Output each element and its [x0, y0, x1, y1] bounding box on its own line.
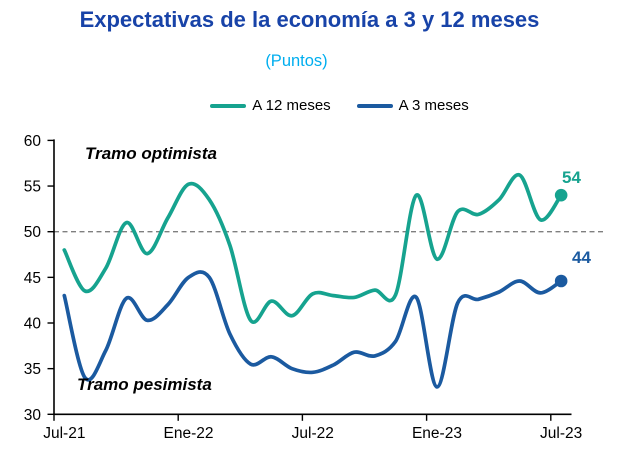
- end-point-marker-3m: [554, 274, 568, 288]
- legend-item-12m: A 12 meses: [210, 97, 331, 114]
- x-axis-tick-label: Ene-23: [412, 425, 462, 442]
- x-axis-tick-label: Ene-22: [164, 425, 214, 442]
- legend-label-3m: A 3 meses: [398, 97, 469, 114]
- y-axis-tick-label: 55: [24, 179, 41, 196]
- series-line-3m: [62, 270, 563, 389]
- x-axis-tick-label: Jul-21: [43, 425, 85, 442]
- legend-item-3m: A 3 meses: [356, 97, 469, 114]
- chart-title: Expectativas de la economía a 3 y 12 mes…: [79, 7, 540, 32]
- chart-subtitle: (Puntos): [265, 52, 328, 70]
- y-axis-tick-label: 50: [24, 224, 42, 241]
- legend-label-12m: A 12 meses: [252, 97, 331, 114]
- series-line-12m: [62, 173, 563, 324]
- y-axis-tick-label: 30: [24, 407, 42, 424]
- y-axis-tick-label: 60: [24, 133, 42, 150]
- end-value-label-12m: 54: [562, 168, 581, 187]
- annotation-tramo-pesimista: Tramo pesimista: [77, 375, 212, 394]
- end-point-marker-12m: [554, 188, 568, 202]
- x-axis-tick-label: Jul-23: [540, 425, 582, 442]
- y-axis-tick-label: 40: [24, 316, 42, 333]
- legend-line-swatch-12m: [210, 103, 247, 108]
- y-axis-tick-label: 35: [24, 361, 41, 378]
- legend-line-swatch-3m: [356, 103, 393, 108]
- end-value-label-3m: 44: [572, 248, 591, 267]
- annotation-tramo-optimista: Tramo optimista: [85, 144, 217, 163]
- x-axis-tick-label: Jul-22: [292, 425, 334, 442]
- y-axis-tick-label: 45: [24, 270, 41, 287]
- chart-legend: A 12 meses A 3 meses: [30, 97, 619, 114]
